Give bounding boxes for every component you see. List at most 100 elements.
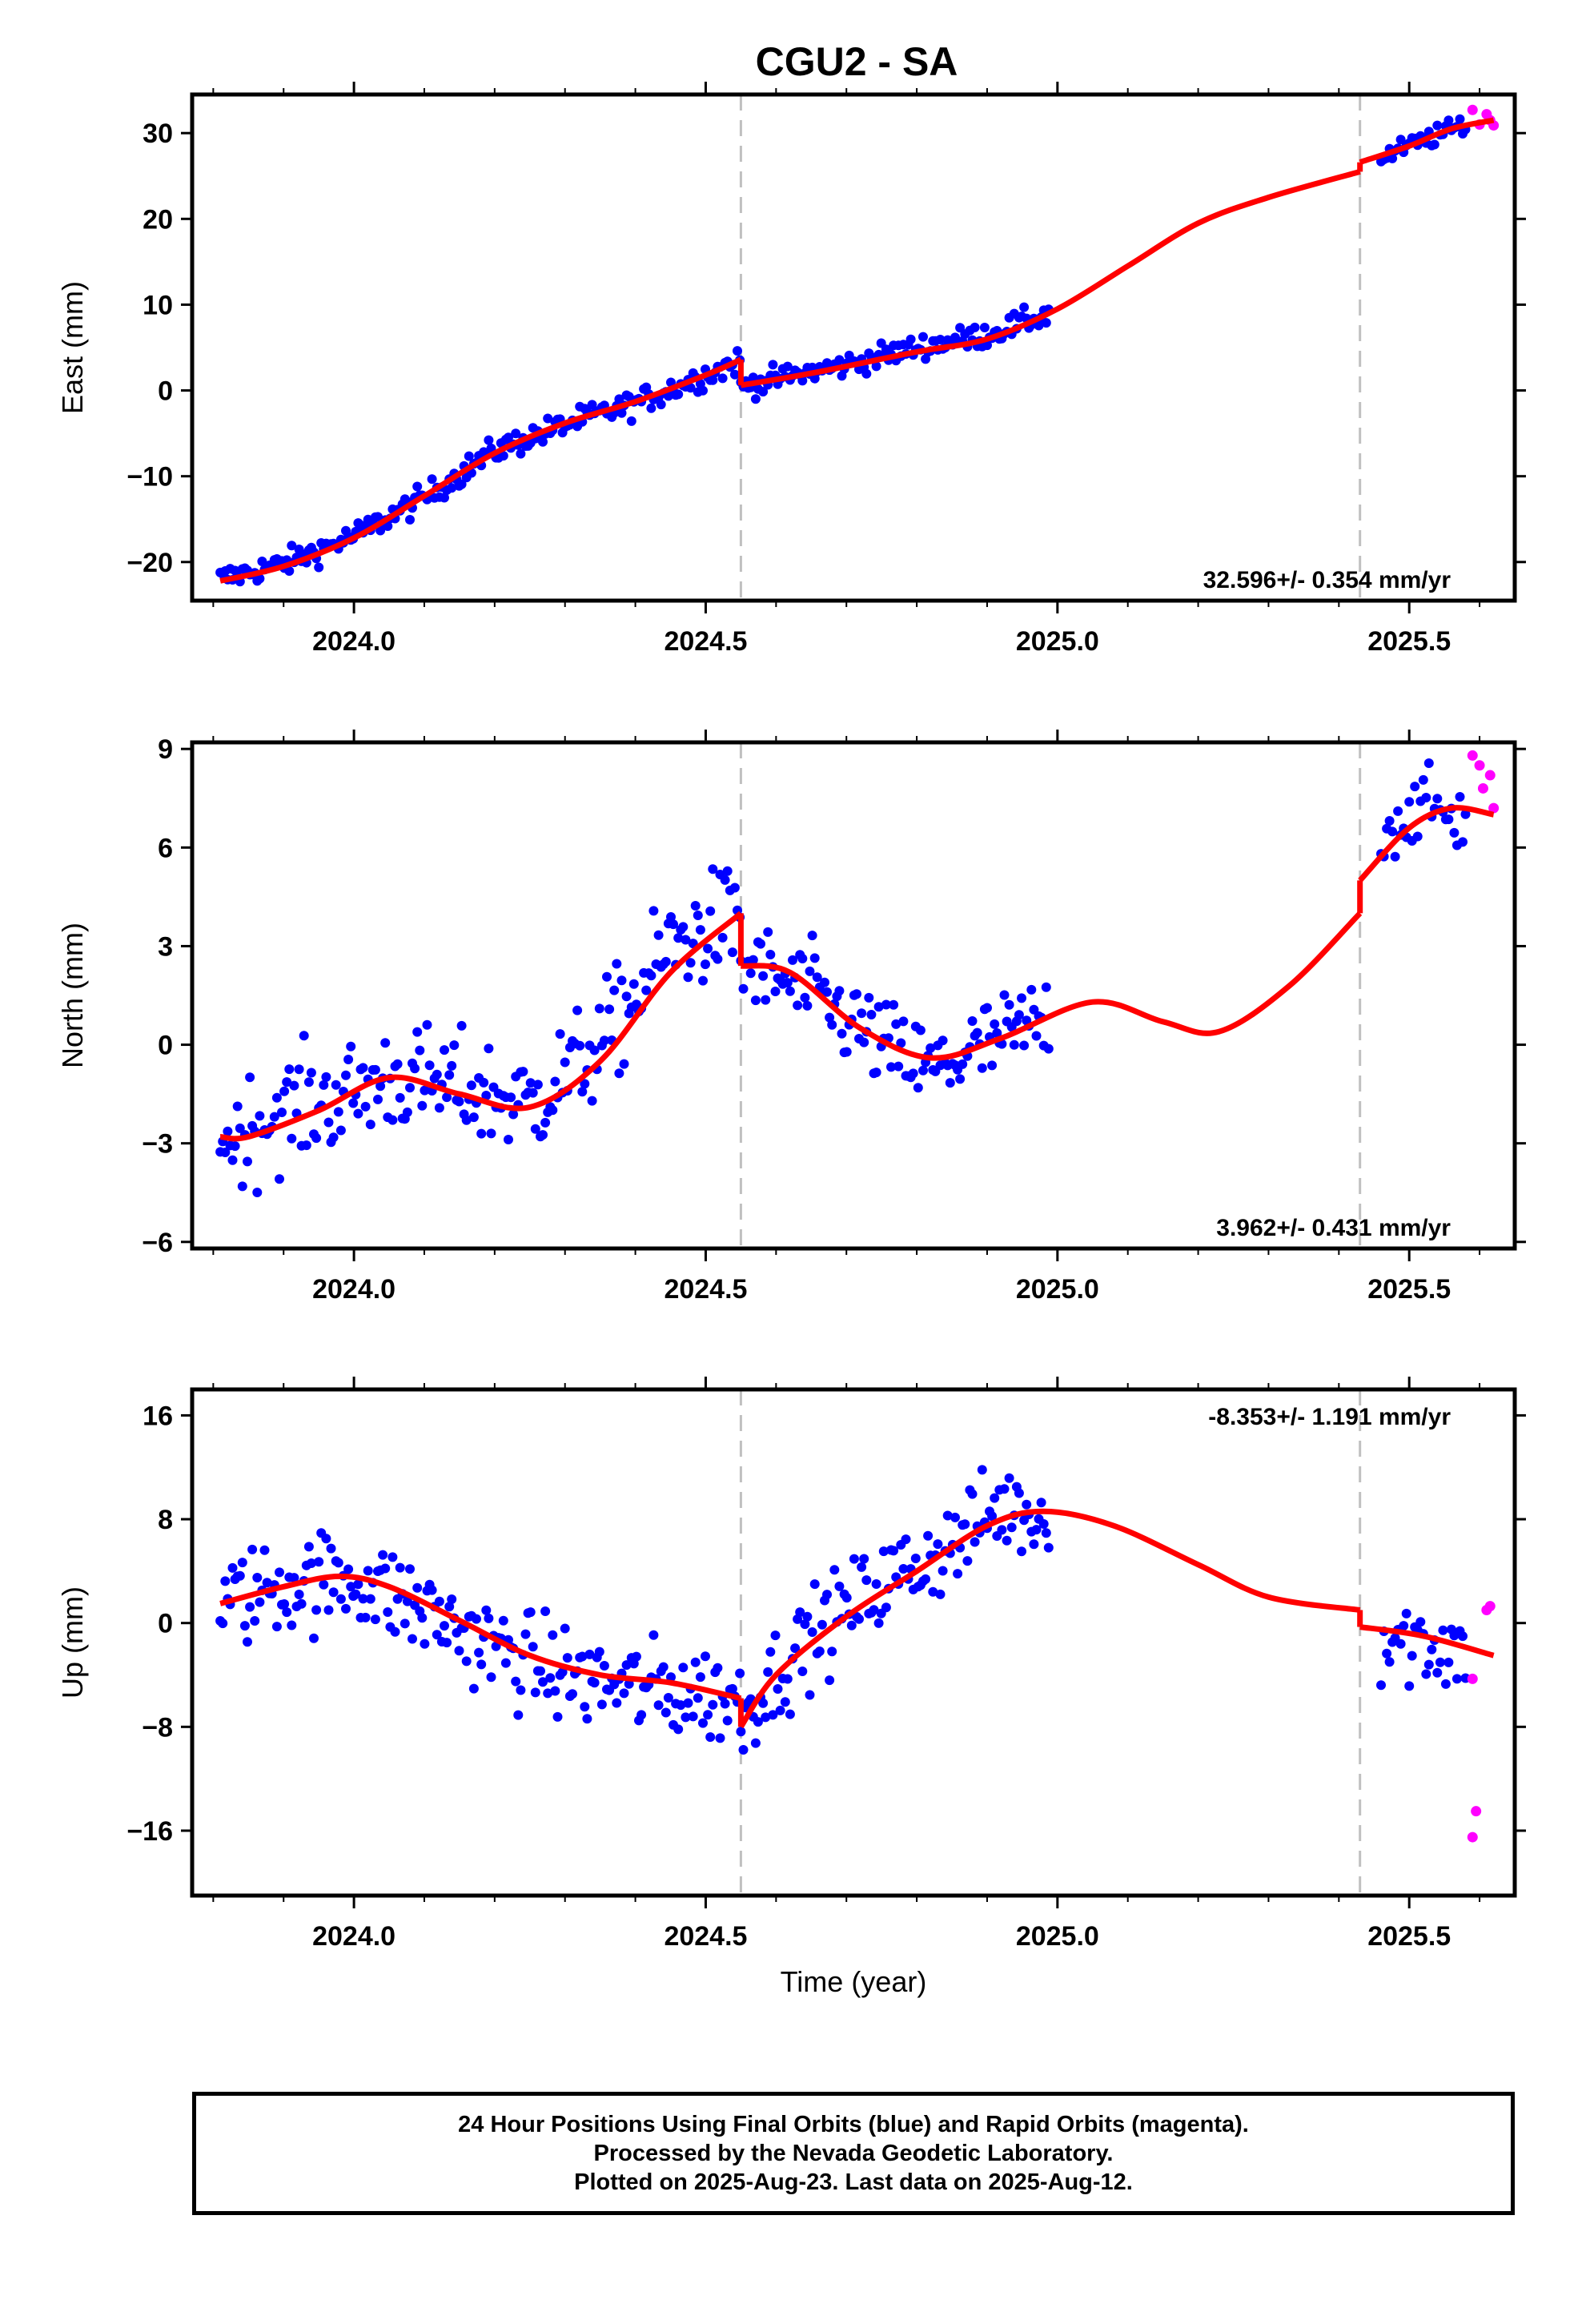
- east-model-line-3: [1359, 117, 1495, 165]
- north-final-point: [841, 1047, 852, 1057]
- east-ytick-label: −20: [126, 548, 173, 578]
- up-final-point: [351, 1589, 361, 1599]
- north-final-point: [893, 1061, 904, 1072]
- east-final-point: [905, 334, 916, 344]
- up-final-point: [1435, 1657, 1445, 1667]
- north-final-point: [602, 971, 612, 982]
- north-final-point: [303, 1077, 314, 1088]
- north-final-point: [1423, 758, 1434, 768]
- up-final-point: [846, 1620, 857, 1630]
- footer-line-2: Processed by the Nevada Geodetic Laborat…: [593, 2141, 1114, 2166]
- north-final-point: [758, 971, 769, 981]
- north-final-point: [1004, 999, 1014, 1010]
- up-final-point: [365, 1594, 375, 1604]
- up-xtick-label: 2025.0: [1016, 1921, 1099, 1952]
- north-final-point: [456, 1020, 467, 1031]
- north-final-point: [365, 1120, 375, 1130]
- up-final-point: [1022, 1499, 1032, 1510]
- north-final-point: [886, 1062, 896, 1072]
- up-final-point: [326, 1543, 336, 1554]
- up-final-point: [568, 1689, 577, 1699]
- up-final-point: [713, 1663, 723, 1673]
- north-final-point: [713, 954, 723, 964]
- north-final-point: [402, 1107, 412, 1117]
- east-final-point: [1432, 120, 1443, 131]
- north-final-point: [525, 1078, 536, 1088]
- up-final-point: [390, 1626, 400, 1637]
- north-final-point: [506, 1092, 516, 1103]
- up-final-point: [525, 1607, 536, 1618]
- north-final-point: [938, 1035, 948, 1046]
- up-final-point: [800, 1619, 810, 1630]
- north-final-point: [673, 933, 684, 943]
- north-final-point: [1029, 1004, 1039, 1015]
- north-final-point: [528, 1088, 538, 1098]
- up-final-point: [545, 1673, 556, 1683]
- up-final-point: [500, 1658, 511, 1668]
- up-final-point: [753, 1717, 763, 1727]
- north-final-point: [220, 1148, 231, 1157]
- up-final-point: [624, 1679, 634, 1689]
- north-final-point: [235, 1123, 245, 1133]
- north-final-point: [785, 986, 795, 996]
- up-rapid-point: [1471, 1806, 1482, 1817]
- east-ytick-label: 0: [158, 376, 173, 407]
- north-final-point: [432, 1069, 442, 1080]
- north-final-point: [1041, 982, 1051, 992]
- north-final-point: [788, 955, 797, 965]
- east-final-point: [918, 332, 928, 342]
- up-final-point: [987, 1511, 998, 1522]
- up-final-point: [599, 1661, 609, 1671]
- east-final-point: [498, 451, 508, 461]
- north-final-point: [685, 958, 696, 968]
- north-final-point: [825, 1012, 835, 1023]
- up-final-point: [442, 1638, 452, 1648]
- north-final-point: [945, 1078, 955, 1088]
- up-final-point: [380, 1563, 391, 1574]
- north-final-point: [628, 979, 639, 989]
- north-final-point: [896, 1038, 906, 1048]
- chart-title: CGU2 - SA: [756, 39, 958, 84]
- up-final-point: [1404, 1681, 1415, 1691]
- up-final-point: [447, 1594, 457, 1604]
- north-final-point: [577, 1087, 588, 1097]
- north-final-point: [373, 1094, 383, 1104]
- up-final-point: [805, 1690, 815, 1700]
- north-final-point: [820, 977, 829, 987]
- up-final-point: [636, 1710, 647, 1720]
- east-final-point: [733, 346, 742, 356]
- north-final-point: [230, 1141, 240, 1152]
- north-final-point: [698, 975, 708, 986]
- east-final-point: [1034, 320, 1044, 331]
- up-final-point: [834, 1581, 845, 1591]
- north-final-point: [646, 971, 656, 981]
- north-final-point: [275, 1174, 284, 1184]
- north-ylabel: North (mm): [56, 923, 89, 1068]
- north-final-point: [648, 906, 659, 916]
- up-final-point: [953, 1569, 963, 1579]
- north-final-point: [575, 1040, 585, 1051]
- north-final-point: [481, 1091, 492, 1100]
- north-final-point: [793, 1000, 803, 1011]
- up-final-point: [271, 1622, 282, 1632]
- up-final-point: [577, 1651, 588, 1662]
- north-final-point: [913, 1083, 923, 1093]
- up-final-point: [1415, 1617, 1426, 1627]
- up-final-point: [720, 1699, 730, 1709]
- north-final-point: [587, 1096, 597, 1106]
- up-final-point: [1017, 1546, 1026, 1557]
- north-final-point: [1019, 1040, 1030, 1051]
- north-final-point: [669, 919, 678, 930]
- north-final-point: [864, 992, 874, 1003]
- up-final-point: [343, 1564, 354, 1574]
- up-final-point: [402, 1596, 412, 1606]
- up-final-point: [239, 1621, 250, 1631]
- north-final-point: [701, 959, 710, 970]
- north-final-point: [328, 1132, 339, 1143]
- up-final-point: [306, 1558, 316, 1568]
- north-final-point: [802, 1000, 813, 1011]
- up-final-point: [481, 1605, 492, 1615]
- up-final-point: [405, 1564, 415, 1574]
- up-rapid-points: [1467, 1601, 1496, 1843]
